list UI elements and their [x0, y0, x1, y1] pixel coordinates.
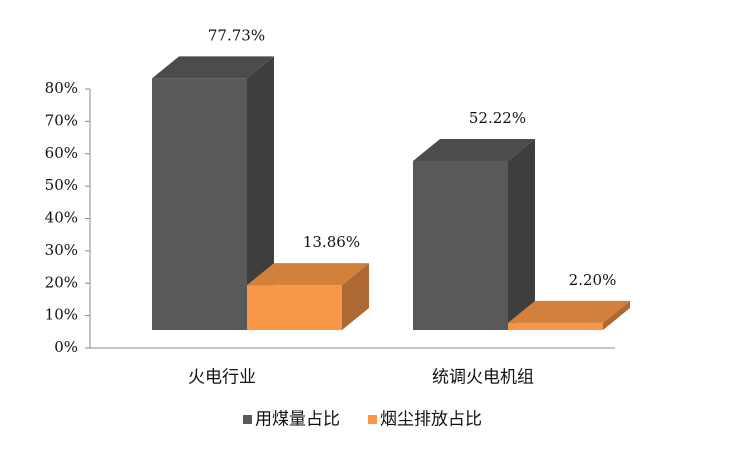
- y-tick-label: 50%: [45, 176, 78, 194]
- legend-label: 用煤量占比: [255, 410, 340, 430]
- bar: [413, 160, 508, 330]
- bar-side: [603, 300, 630, 330]
- x-tick-label: 统调火电机组: [432, 368, 534, 388]
- y-tick-label: 40%: [45, 209, 78, 227]
- y-tick-label: 0%: [54, 338, 78, 356]
- legend-swatch: [243, 415, 252, 424]
- bar-top: [413, 138, 535, 161]
- value-label: 52.22%: [469, 109, 526, 127]
- bar-top: [508, 300, 630, 323]
- bar: [508, 322, 603, 330]
- legend-label: 烟尘排放占比: [380, 410, 482, 430]
- bar-side: [247, 56, 274, 331]
- bar: [247, 285, 342, 330]
- y-tick-label: 60%: [45, 144, 78, 162]
- y-tick-label: 70%: [45, 111, 78, 129]
- value-label: 13.86%: [303, 233, 360, 251]
- value-label: 2.20%: [569, 271, 617, 289]
- y-tick-label: 80%: [45, 79, 78, 97]
- bar-top: [247, 263, 369, 286]
- bar: [152, 78, 247, 330]
- bar-top: [152, 56, 274, 79]
- y-tick-label: 10%: [45, 306, 78, 324]
- value-label: 77.73%: [208, 26, 265, 44]
- y-tick-label: 30%: [45, 241, 78, 259]
- bar-side: [508, 138, 535, 330]
- x-tick-label: 火电行业: [188, 368, 256, 388]
- y-tick-label: 20%: [45, 273, 78, 291]
- legend-swatch: [368, 415, 377, 424]
- bar-side: [342, 263, 369, 330]
